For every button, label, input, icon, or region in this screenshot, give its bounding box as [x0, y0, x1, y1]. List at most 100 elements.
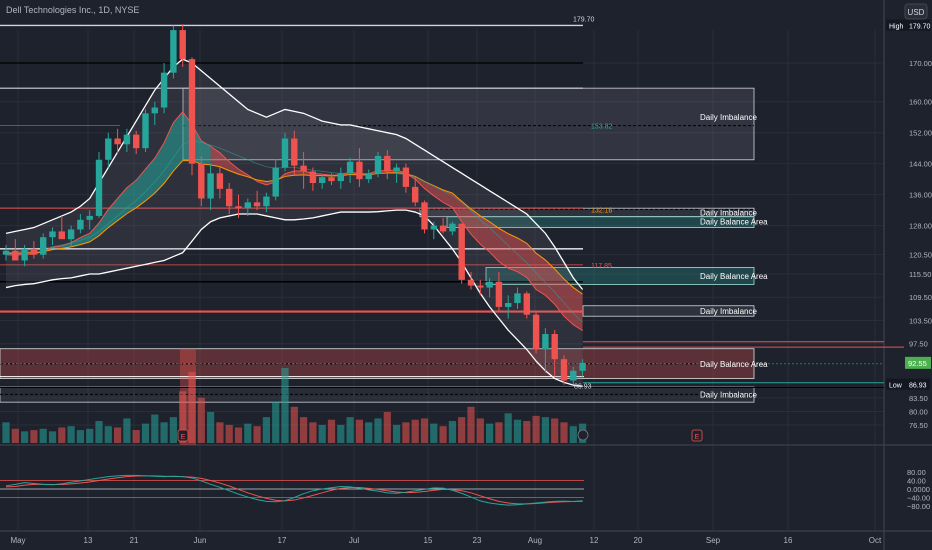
candle-body — [365, 173, 372, 180]
price-tick: 160.00 — [909, 98, 932, 107]
price-tick: 128.00 — [909, 222, 932, 231]
candle-body — [226, 188, 233, 207]
volume-bar — [374, 418, 382, 443]
osc-tick: 40.00 — [907, 477, 926, 486]
symbol-title: Dell Technologies Inc., 1D, NYSE — [6, 5, 139, 15]
volume-bar — [504, 413, 512, 443]
time-tick: May — [10, 536, 25, 545]
volume-bar — [346, 417, 354, 443]
high-tag — [886, 19, 930, 31]
candle-body — [393, 167, 400, 172]
volume-bar — [513, 419, 522, 443]
volume-bar — [67, 426, 75, 443]
volume-bar — [234, 427, 243, 443]
last-price-value: 92.55 — [908, 359, 927, 368]
bb-lower-line — [5, 209, 583, 387]
volume-bar — [467, 406, 475, 443]
candle-body — [449, 223, 456, 232]
candle-body — [142, 113, 149, 149]
volume-bar — [132, 430, 140, 443]
earnings-mark-label: E — [181, 434, 186, 441]
candle-body — [309, 171, 317, 184]
level-label: 153.82 — [591, 124, 613, 131]
candle-body — [170, 30, 177, 73]
candle-body — [86, 215, 93, 220]
candle-body — [319, 177, 326, 184]
candle-body — [542, 334, 549, 350]
volume-bar — [448, 421, 456, 443]
levels-layer — [0, 24, 904, 395]
candle-body — [560, 359, 568, 381]
volume-bar — [327, 419, 336, 443]
volume-bar — [337, 424, 345, 443]
volume-bar — [402, 422, 410, 443]
volume-bar — [476, 418, 484, 443]
volume-bar — [420, 418, 429, 443]
volume-bar — [569, 426, 577, 443]
candle-body — [151, 107, 158, 114]
time-tick: 13 — [84, 536, 93, 545]
price-tick: 152.00 — [909, 129, 932, 138]
labels-layer: Daily Imbalance Daily Imbalance Daily Bala… — [10, 16, 932, 545]
candle-body — [58, 231, 65, 240]
candle-body — [477, 285, 484, 288]
candle-body — [263, 196, 270, 207]
level-label: 132.18 — [591, 207, 613, 214]
candle-body — [356, 161, 363, 180]
volume-bar — [355, 419, 363, 443]
low-tag-value: 86.93 — [909, 383, 927, 390]
zone-box — [182, 87, 755, 161]
volume-bar — [95, 421, 103, 443]
price-tick: 136.00 — [909, 191, 932, 200]
volume-bar — [309, 422, 317, 443]
price-tick: 120.50 — [909, 251, 932, 260]
volume-bar — [532, 415, 540, 443]
volume-bar — [458, 417, 466, 443]
volume-bar — [495, 422, 503, 443]
osc-tick: 0.0000 — [907, 485, 930, 494]
volume-bar — [439, 426, 447, 443]
candle-body — [12, 250, 19, 261]
price-tick: 103.50 — [909, 316, 932, 325]
earnings-mark-label: E — [695, 434, 700, 441]
price-tick: 76.50 — [909, 421, 928, 430]
time-tick: Jun — [194, 536, 207, 545]
candle-body — [133, 134, 140, 149]
volume-bar — [141, 423, 150, 443]
dividend-mark — [577, 429, 589, 441]
volume-bar — [430, 423, 438, 443]
volume-bar — [151, 414, 159, 443]
volume-bar — [104, 426, 112, 443]
price-tick: 97.50 — [909, 340, 928, 349]
candle-body — [77, 219, 84, 230]
zone-label: Daily Imbalance — [700, 307, 757, 316]
candle-body — [272, 167, 279, 197]
volume-bar — [300, 417, 308, 443]
candle-body — [30, 248, 38, 255]
volume-bar — [272, 401, 280, 443]
candle-body — [412, 186, 419, 203]
zone-label: Daily Balance Area — [700, 218, 768, 227]
time-tick: Oct — [869, 536, 882, 545]
candle-body — [495, 281, 503, 307]
volume-bar — [169, 417, 177, 443]
candle-body — [281, 138, 289, 168]
zone-label: Daily Balance Area — [700, 360, 768, 369]
volume-bar — [30, 430, 38, 443]
volume-bar — [197, 397, 205, 443]
zone-label: Daily Imbalance — [700, 390, 757, 399]
candles-layer[interactable] — [2, 24, 586, 385]
volume-bar — [393, 424, 401, 443]
candle-body — [160, 72, 168, 108]
volume-bar — [318, 424, 326, 443]
volume-bar — [253, 426, 261, 443]
currency-button[interactable] — [904, 3, 928, 20]
price-tick: 83.50 — [909, 394, 928, 403]
volume-bar — [290, 406, 298, 443]
volume-bar — [225, 424, 233, 443]
candle-body — [300, 165, 307, 172]
osc-tick: −40.00 — [907, 494, 930, 503]
time-tick: Aug — [528, 536, 542, 545]
volume-bar — [281, 368, 289, 443]
